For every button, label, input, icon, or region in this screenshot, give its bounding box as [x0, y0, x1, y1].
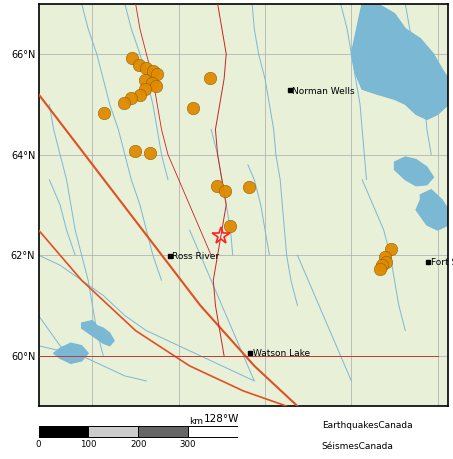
Text: 64°N: 64°N — [11, 150, 35, 160]
Point — [142, 86, 149, 94]
Text: SéismesCanada: SéismesCanada — [322, 441, 394, 450]
Polygon shape — [53, 343, 88, 364]
Point — [146, 150, 153, 157]
Point — [120, 100, 127, 107]
Text: Watson Lake: Watson Lake — [253, 348, 310, 358]
Point — [131, 147, 138, 155]
Point — [154, 71, 161, 78]
Point — [378, 262, 385, 269]
Text: 200: 200 — [130, 439, 146, 448]
Point — [136, 92, 144, 100]
Polygon shape — [352, 5, 448, 120]
Polygon shape — [416, 190, 448, 230]
Text: Norman Wells: Norman Wells — [293, 86, 355, 95]
Text: 62°N: 62°N — [11, 251, 35, 261]
Point — [222, 188, 229, 195]
Point — [381, 253, 388, 261]
Point — [129, 55, 136, 62]
Bar — [88, 426, 138, 437]
Point — [142, 77, 149, 84]
Polygon shape — [427, 85, 448, 110]
Point — [153, 83, 160, 90]
Point — [207, 75, 214, 83]
Polygon shape — [82, 321, 114, 346]
Point — [376, 265, 384, 273]
Text: 300: 300 — [180, 439, 196, 448]
Point — [148, 80, 155, 88]
Point — [101, 110, 108, 118]
Text: Ross River: Ross River — [172, 252, 219, 261]
Point — [149, 67, 156, 75]
Point — [213, 183, 220, 190]
Point — [383, 258, 390, 266]
Text: 100: 100 — [80, 439, 96, 448]
Text: 60°N: 60°N — [11, 351, 35, 361]
Point — [245, 184, 252, 191]
Point — [143, 65, 150, 73]
Text: 0: 0 — [36, 439, 41, 448]
Bar — [39, 426, 88, 437]
Text: 66°N: 66°N — [11, 50, 35, 60]
Point — [135, 62, 142, 69]
Point — [128, 95, 135, 103]
Point — [226, 223, 234, 230]
Bar — [188, 426, 238, 437]
Text: km: km — [189, 416, 203, 425]
Point — [388, 246, 395, 253]
Point — [189, 105, 197, 112]
Polygon shape — [395, 158, 434, 186]
Bar — [138, 426, 188, 437]
Text: 128°W: 128°W — [204, 413, 240, 423]
Text: Fort S: Fort S — [430, 257, 453, 267]
Text: EarthquakesCanada: EarthquakesCanada — [322, 420, 412, 429]
